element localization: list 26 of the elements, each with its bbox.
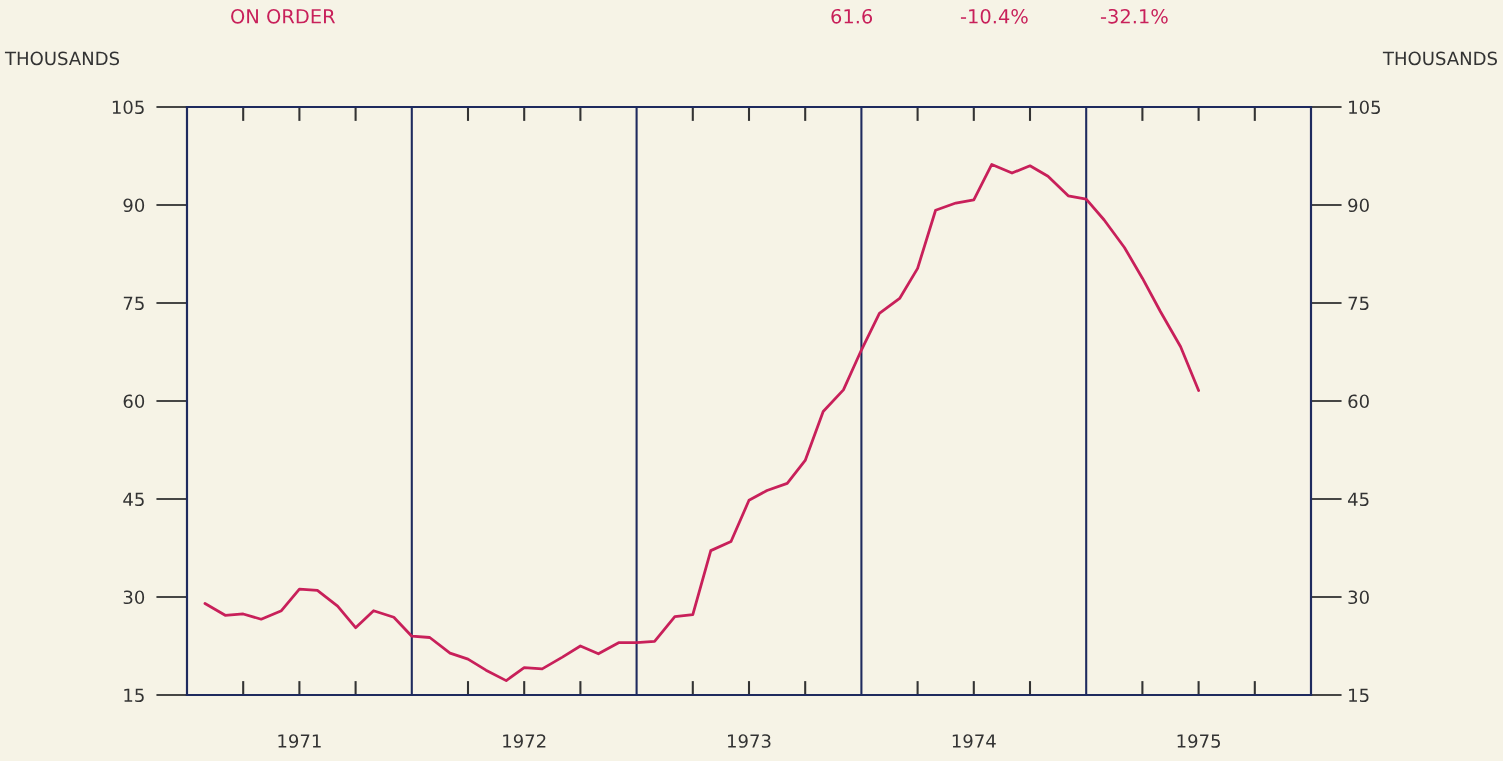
y2-tick-label: 75 xyxy=(1348,296,1369,311)
x-tick-label: 1975 xyxy=(1177,734,1220,748)
text: ON ORDER xyxy=(231,8,336,24)
text: -10.4% xyxy=(960,8,1028,24)
y2-tick-label: 45 xyxy=(1347,492,1369,507)
x-tick-label: 1972 xyxy=(503,734,546,748)
y2-tick-label: 105 xyxy=(1349,100,1380,115)
x-tick-label: 1974 xyxy=(952,734,996,748)
x-tick-label: 1971 xyxy=(278,734,321,748)
text: -32.1% xyxy=(1100,8,1168,24)
y2-tick-label: 30 xyxy=(1348,590,1369,605)
y-tick-label: 75 xyxy=(123,296,144,311)
y-tick-label: 60 xyxy=(123,394,145,409)
y2-tick-label: 90 xyxy=(1348,198,1369,213)
y2-tick-label: 15 xyxy=(1349,688,1369,703)
x-tick-label: 1973 xyxy=(728,734,771,748)
y-tick-label: 90 xyxy=(123,198,145,213)
y2-axis-title: THOUSANDS xyxy=(1382,51,1497,66)
y-tick-label: 30 xyxy=(123,590,145,605)
line-series xyxy=(203,163,1200,683)
y-tick-label: 15 xyxy=(124,688,144,703)
y-tick-label: 45 xyxy=(123,492,144,507)
text: 61.6 xyxy=(831,8,873,24)
y2-tick-label: 60 xyxy=(1348,394,1369,409)
y-tick-label: 105 xyxy=(112,100,144,115)
y-axis-title: THOUSANDS xyxy=(4,51,120,66)
